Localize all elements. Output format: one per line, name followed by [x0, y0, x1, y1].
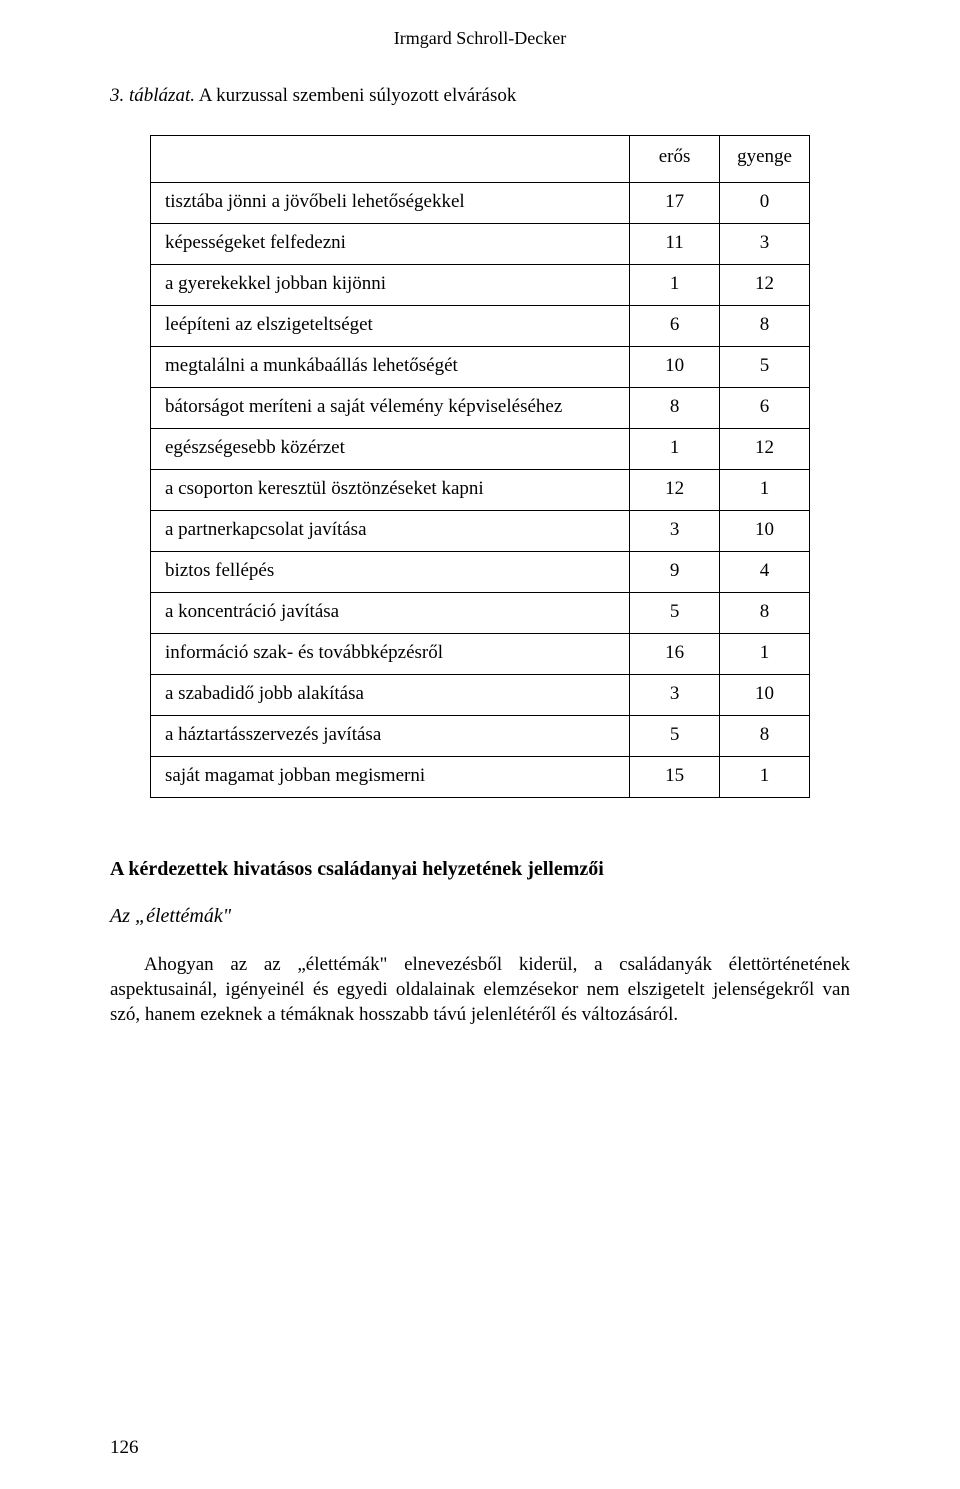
table-cell-label: leépíteni az elszigeteltséget	[151, 306, 630, 347]
table-caption: 3. táblázat. A kurzussal szembeni súlyoz…	[110, 85, 850, 107]
table-header-row: erős gyenge	[151, 136, 810, 183]
table-cell-label: a szabadidő jobb alakítása	[151, 675, 630, 716]
table-cell-gyenge: 6	[720, 388, 810, 429]
section-title: A kérdezettek hivatásos családanyai hely…	[110, 858, 850, 881]
table-cell-eros: 10	[630, 347, 720, 388]
table-cell-label: képességeket felfedezni	[151, 224, 630, 265]
table-cell-eros: 5	[630, 593, 720, 634]
table-row: egészségesebb közérzet112	[151, 429, 810, 470]
table-row: leépíteni az elszigeteltséget68	[151, 306, 810, 347]
table-cell-label: információ szak- és továbbképzésről	[151, 634, 630, 675]
table-cell-gyenge: 3	[720, 224, 810, 265]
running-head: Irmgard Schroll-Decker	[110, 28, 850, 49]
table-row: bátorságot meríteni a saját vélemény kép…	[151, 388, 810, 429]
table-cell-label: saját magamat jobban megismerni	[151, 757, 630, 798]
table-header-eros: erős	[630, 136, 720, 183]
table-cell-eros: 16	[630, 634, 720, 675]
table-header-gyenge: gyenge	[720, 136, 810, 183]
table-cell-gyenge: 10	[720, 675, 810, 716]
table-cell-gyenge: 8	[720, 306, 810, 347]
table-cell-eros: 11	[630, 224, 720, 265]
table-cell-label: a háztartásszervezés javítása	[151, 716, 630, 757]
table-cell-eros: 1	[630, 429, 720, 470]
table-cell-label: a gyerekekkel jobban kijönni	[151, 265, 630, 306]
table-cell-gyenge: 12	[720, 265, 810, 306]
table-caption-label: 3. táblázat.	[110, 85, 195, 106]
table-row: a partnerkapcsolat javítása310	[151, 511, 810, 552]
table-row: a koncentráció javítása58	[151, 593, 810, 634]
table-cell-eros: 1	[630, 265, 720, 306]
table-cell-label: a koncentráció javítása	[151, 593, 630, 634]
table-cell-gyenge: 1	[720, 634, 810, 675]
table-cell-label: biztos fellépés	[151, 552, 630, 593]
table-cell-eros: 3	[630, 675, 720, 716]
page-number: 126	[110, 1437, 139, 1459]
table-row: információ szak- és továbbképzésről161	[151, 634, 810, 675]
table-cell-eros: 12	[630, 470, 720, 511]
table-body: tisztába jönni a jövőbeli lehetőségekkel…	[151, 183, 810, 798]
table-cell-gyenge: 4	[720, 552, 810, 593]
table-cell-label: megtalálni a munkábaállás lehetőségét	[151, 347, 630, 388]
table-row: a háztartásszervezés javítása58	[151, 716, 810, 757]
table-cell-eros: 5	[630, 716, 720, 757]
table-row: saját magamat jobban megismerni151	[151, 757, 810, 798]
table-cell-eros: 17	[630, 183, 720, 224]
table-cell-gyenge: 1	[720, 470, 810, 511]
table-cell-label: egészségesebb közérzet	[151, 429, 630, 470]
table-row: a csoporton keresztül ösztönzéseket kapn…	[151, 470, 810, 511]
table-header-blank	[151, 136, 630, 183]
table-row: biztos fellépés94	[151, 552, 810, 593]
body-paragraph: Ahogyan az az „élettémák" elnevezésből k…	[110, 952, 850, 1027]
table-cell-eros: 8	[630, 388, 720, 429]
table-cell-eros: 15	[630, 757, 720, 798]
table-cell-label: a csoporton keresztül ösztönzéseket kapn…	[151, 470, 630, 511]
page: Irmgard Schroll-Decker 3. táblázat. A ku…	[0, 0, 960, 1489]
table-cell-label: a partnerkapcsolat javítása	[151, 511, 630, 552]
table-wrapper: erős gyenge tisztába jönni a jövőbeli le…	[110, 135, 850, 798]
subsection-title: Az „élettémák"	[110, 905, 850, 928]
table-row: a gyerekekkel jobban kijönni112	[151, 265, 810, 306]
table-cell-gyenge: 0	[720, 183, 810, 224]
table-cell-gyenge: 10	[720, 511, 810, 552]
expectations-table: erős gyenge tisztába jönni a jövőbeli le…	[150, 135, 810, 798]
table-row: tisztába jönni a jövőbeli lehetőségekkel…	[151, 183, 810, 224]
table-cell-gyenge: 1	[720, 757, 810, 798]
table-cell-eros: 3	[630, 511, 720, 552]
table-row: megtalálni a munkábaállás lehetőségét105	[151, 347, 810, 388]
table-row: a szabadidő jobb alakítása310	[151, 675, 810, 716]
table-caption-text: A kurzussal szembeni súlyozott elvárások	[199, 85, 517, 106]
table-cell-gyenge: 12	[720, 429, 810, 470]
table-row: képességeket felfedezni113	[151, 224, 810, 265]
table-cell-eros: 9	[630, 552, 720, 593]
table-cell-gyenge: 8	[720, 716, 810, 757]
table-cell-label: bátorságot meríteni a saját vélemény kép…	[151, 388, 630, 429]
table-cell-gyenge: 5	[720, 347, 810, 388]
table-cell-gyenge: 8	[720, 593, 810, 634]
table-cell-eros: 6	[630, 306, 720, 347]
table-cell-label: tisztába jönni a jövőbeli lehetőségekkel	[151, 183, 630, 224]
